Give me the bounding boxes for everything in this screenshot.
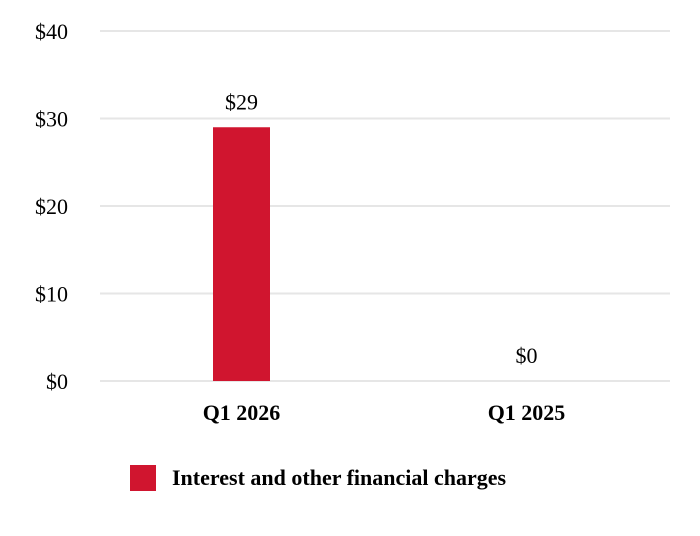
- y-tick-label: $10: [35, 282, 68, 307]
- legend-swatch: [130, 465, 156, 491]
- bar-chart: $0 $10 $20 $30 $40 $29 Q1 2026 $0 Q1 2025: [35, 19, 670, 425]
- x-category-label: Q1 2026: [203, 400, 281, 425]
- legend-label: Interest and other financial charges: [172, 465, 507, 490]
- y-tick-label: $40: [35, 19, 68, 44]
- y-tick-label: $20: [35, 194, 68, 219]
- data-label: $0: [516, 343, 538, 368]
- y-tick-label: $30: [35, 107, 68, 132]
- data-label: $29: [225, 89, 258, 114]
- y-tick-label: $0: [46, 369, 68, 394]
- bar: [213, 127, 270, 381]
- x-category-label: Q1 2025: [488, 400, 566, 425]
- legend: Interest and other financial charges: [130, 465, 506, 491]
